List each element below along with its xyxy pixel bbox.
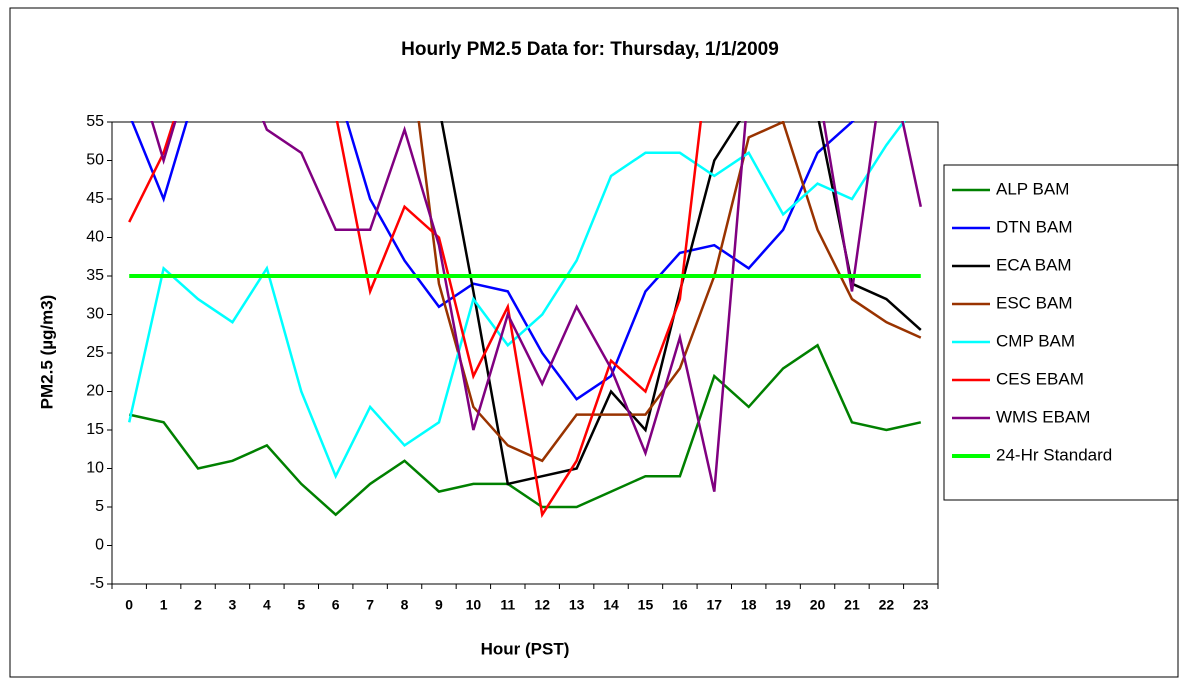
x-axis-label: Hour (PST) xyxy=(481,639,570,658)
y-tick-label: 15 xyxy=(86,421,104,438)
y-axis-label: PM2.5 (µg/m3) xyxy=(37,295,56,410)
y-tick-label: 35 xyxy=(86,267,104,284)
y-tick-label: 5 xyxy=(95,498,104,515)
y-tick-label: -5 xyxy=(90,575,104,592)
x-tick-label: 21 xyxy=(844,597,860,613)
x-tick-label: 7 xyxy=(366,597,374,613)
x-tick-label: 10 xyxy=(466,597,482,613)
legend-label: ESC BAM xyxy=(996,293,1073,312)
y-tick-label: 20 xyxy=(86,383,104,400)
x-tick-label: 3 xyxy=(229,597,237,613)
series-line xyxy=(150,121,923,492)
legend-label: ALP BAM xyxy=(996,179,1069,198)
x-tick-label: 17 xyxy=(707,597,723,613)
x-tick-label: 2 xyxy=(194,597,202,613)
x-tick-label: 9 xyxy=(435,597,443,613)
x-tick-label: 14 xyxy=(603,597,619,613)
y-tick-label: 40 xyxy=(86,229,104,246)
y-tick-label: 45 xyxy=(86,190,104,207)
x-tick-label: 13 xyxy=(569,597,585,613)
x-tick-label: 22 xyxy=(879,597,895,613)
chart-title: Hourly PM2.5 Data for: Thursday, 1/1/200… xyxy=(401,39,779,60)
x-tick-label: 8 xyxy=(401,597,409,613)
y-tick-label: 10 xyxy=(86,460,104,477)
y-tick-label: 55 xyxy=(86,113,104,130)
legend-label: ECA BAM xyxy=(996,255,1072,274)
legend-label: DTN BAM xyxy=(996,217,1073,236)
legend-box xyxy=(943,164,1179,501)
x-tick-label: 23 xyxy=(913,597,929,613)
plot-lines xyxy=(127,121,923,519)
x-tick-label: 1 xyxy=(160,597,168,613)
y-tick-label: 30 xyxy=(86,306,104,323)
x-tick-label: 16 xyxy=(672,597,688,613)
series-line xyxy=(417,121,922,463)
x-tick-label: 5 xyxy=(297,597,305,613)
x-tick-label: 20 xyxy=(810,597,826,613)
x-tick-label: 0 xyxy=(125,597,133,613)
series-line xyxy=(440,121,922,486)
legend-label: 24-Hr Standard xyxy=(996,445,1112,464)
x-tick-label: 11 xyxy=(500,597,515,613)
x-tick-label: 15 xyxy=(638,597,654,613)
series-line xyxy=(128,343,922,517)
series-line xyxy=(130,121,855,401)
y-tick-label: 25 xyxy=(86,344,104,361)
legend-label: WMS EBAM xyxy=(996,407,1090,426)
x-tick-label: 12 xyxy=(534,597,550,613)
x-tick-label: 6 xyxy=(332,597,340,613)
x-tick-label: 19 xyxy=(775,597,791,613)
series-line xyxy=(128,121,703,519)
y-tick-label: 50 xyxy=(86,152,104,169)
x-tick-label: 18 xyxy=(741,597,757,613)
legend-label: CMP BAM xyxy=(996,331,1075,350)
y-tick-label: 0 xyxy=(95,537,104,554)
legend-label: CES EBAM xyxy=(996,369,1084,388)
x-tick-label: 4 xyxy=(263,597,271,613)
plot-area xyxy=(111,121,939,585)
